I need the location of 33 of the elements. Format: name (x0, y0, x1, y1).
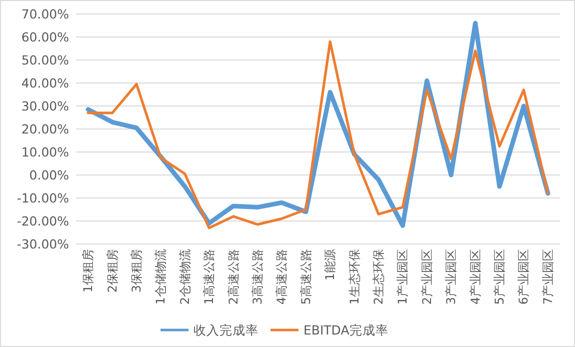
y-tick-label: 0.00% (29, 168, 70, 182)
x-tick-label: 3产业园区 (444, 249, 458, 305)
y-tick-label: 70.00% (21, 6, 70, 22)
legend-label: EBITDA完成率 (304, 322, 388, 338)
x-tick-label: 1生态环保 (347, 249, 362, 305)
x-tick-label: 2保租房 (105, 249, 120, 293)
x-tick-label: 6产业园区 (516, 249, 531, 305)
x-tick-label: 5产业园区 (492, 249, 506, 305)
y-tick-label: 50.00% (21, 52, 70, 68)
y-tick-label: -30.00% (16, 236, 70, 252)
x-tick-label: 2仓储物流 (178, 249, 192, 305)
x-tick-label: 1能源 (323, 249, 338, 281)
x-tick-label: 7产业园区 (540, 249, 555, 305)
x-tick-label: 1仓储物流 (154, 249, 168, 305)
x-tick-label: 2生态环保 (372, 249, 386, 305)
x-tick-label: 1产业园区 (396, 249, 410, 305)
y-tick-label: 20.00% (21, 122, 70, 136)
x-tick-label: 2高速公路 (226, 249, 240, 305)
y-tick-label: -10.00% (16, 190, 70, 206)
x-tick-label: 3高速公路 (250, 249, 264, 305)
y-tick-label: -20.00% (16, 214, 70, 228)
x-tick-label: 4产业园区 (468, 249, 482, 305)
x-tick-label: 1高速公路 (202, 249, 216, 305)
x-tick-label: 1保租房 (81, 249, 96, 293)
x-tick-label: 5高速公路 (298, 249, 313, 305)
y-tick-label: 10.00% (21, 144, 70, 160)
y-tick-label: 60.00% (21, 30, 70, 44)
x-tick-label: 3保租房 (130, 249, 144, 293)
x-tick-label: 4高速公路 (274, 249, 289, 305)
x-tick-label: 2产业园区 (420, 249, 434, 305)
y-tick-label: 40.00% (21, 76, 70, 90)
y-tick-label: 30.00% (21, 98, 70, 114)
legend-label: 收入完成率 (194, 322, 258, 338)
